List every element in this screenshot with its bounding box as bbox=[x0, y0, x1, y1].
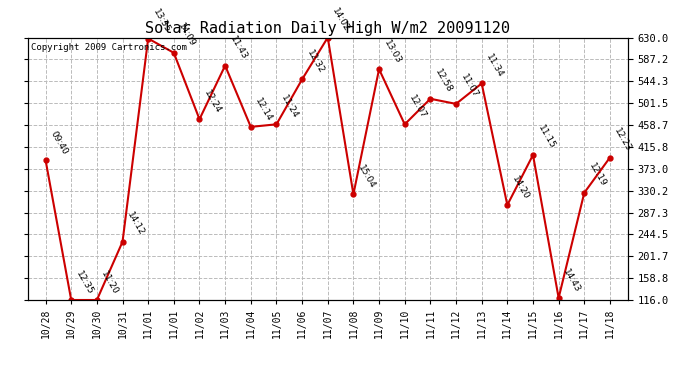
Text: 12:32: 12:32 bbox=[305, 48, 326, 75]
Text: 11:07: 11:07 bbox=[459, 73, 480, 100]
Text: 13:03: 13:03 bbox=[382, 38, 402, 65]
Text: 12:19: 12:19 bbox=[587, 162, 608, 189]
Text: 12:07: 12:07 bbox=[408, 93, 428, 120]
Text: 12:23: 12:23 bbox=[613, 127, 633, 153]
Text: 13:35: 13:35 bbox=[151, 8, 172, 34]
Text: 11:15: 11:15 bbox=[535, 124, 557, 151]
Text: 11:20: 11:20 bbox=[99, 269, 120, 296]
Text: 14:12: 14:12 bbox=[126, 211, 146, 238]
Text: 11:24: 11:24 bbox=[279, 93, 300, 120]
Text: 09:40: 09:40 bbox=[48, 129, 69, 156]
Text: 14:02: 14:02 bbox=[331, 7, 351, 33]
Text: 14:43: 14:43 bbox=[562, 267, 582, 294]
Text: 11:34: 11:34 bbox=[484, 53, 505, 79]
Text: 14:09: 14:09 bbox=[177, 22, 197, 49]
Text: 11:43: 11:43 bbox=[228, 34, 248, 62]
Text: Copyright 2009 Cartronics.com: Copyright 2009 Cartronics.com bbox=[30, 43, 186, 52]
Text: 12:14: 12:14 bbox=[253, 96, 274, 123]
Text: 12:24: 12:24 bbox=[202, 88, 223, 115]
Text: 14:20: 14:20 bbox=[510, 174, 531, 201]
Text: 15:04: 15:04 bbox=[356, 164, 377, 190]
Title: Solar Radiation Daily High W/m2 20091120: Solar Radiation Daily High W/m2 20091120 bbox=[146, 21, 510, 36]
Text: 12:58: 12:58 bbox=[433, 68, 454, 94]
Text: 12:35: 12:35 bbox=[74, 269, 95, 296]
